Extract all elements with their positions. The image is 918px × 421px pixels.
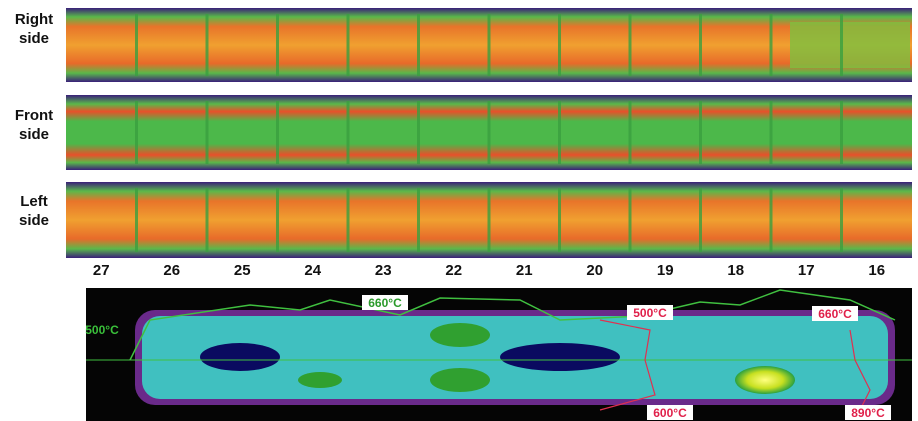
segment-number: 25	[234, 262, 251, 279]
segment-number: 19	[657, 262, 674, 279]
temperature-label: 500°C	[633, 306, 667, 320]
segment-number: 20	[586, 262, 603, 279]
segment-number: 18	[727, 262, 744, 279]
segment-number: 24	[304, 262, 321, 279]
temperature-label: 660°C	[368, 296, 402, 310]
segment-number: 16	[868, 262, 885, 279]
temperature-label: 600°C	[653, 406, 687, 420]
warm-spot	[430, 368, 490, 392]
segment-number: 21	[516, 262, 533, 279]
temperature-label: 890°C	[851, 406, 885, 420]
segment-number: 23	[375, 262, 392, 279]
warm-spot	[298, 372, 342, 388]
temperature-label: 500°C	[85, 323, 119, 337]
segment-number: 22	[445, 262, 462, 279]
segment-number: 27	[93, 262, 110, 279]
cool-zone	[790, 22, 910, 68]
hot-spot	[735, 366, 795, 394]
cold-spot	[200, 343, 280, 371]
thermal-figure: 660°C 500°C 500°C 600°C 660°C 890°C Rightside…	[0, 0, 918, 421]
cold-spot	[500, 343, 620, 371]
warm-spot	[430, 323, 490, 347]
temperature-label: 660°C	[818, 307, 852, 321]
figure: 660°C 500°C 500°C 600°C 660°C 890°C Rightside…	[0, 0, 918, 421]
segment-number: 26	[163, 262, 180, 279]
segment-number: 17	[798, 262, 815, 279]
